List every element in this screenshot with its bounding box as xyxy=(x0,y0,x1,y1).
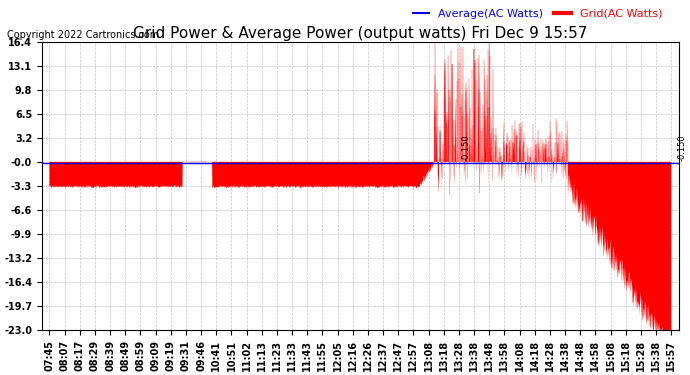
Text: -0.150: -0.150 xyxy=(462,134,471,161)
Text: -0.150: -0.150 xyxy=(678,134,687,161)
Title: Grid Power & Average Power (output watts) Fri Dec 9 15:57: Grid Power & Average Power (output watts… xyxy=(133,26,587,41)
Legend: Average(AC Watts), Grid(AC Watts): Average(AC Watts), Grid(AC Watts) xyxy=(408,4,667,23)
Text: Copyright 2022 Cartronics.com: Copyright 2022 Cartronics.com xyxy=(7,30,159,39)
